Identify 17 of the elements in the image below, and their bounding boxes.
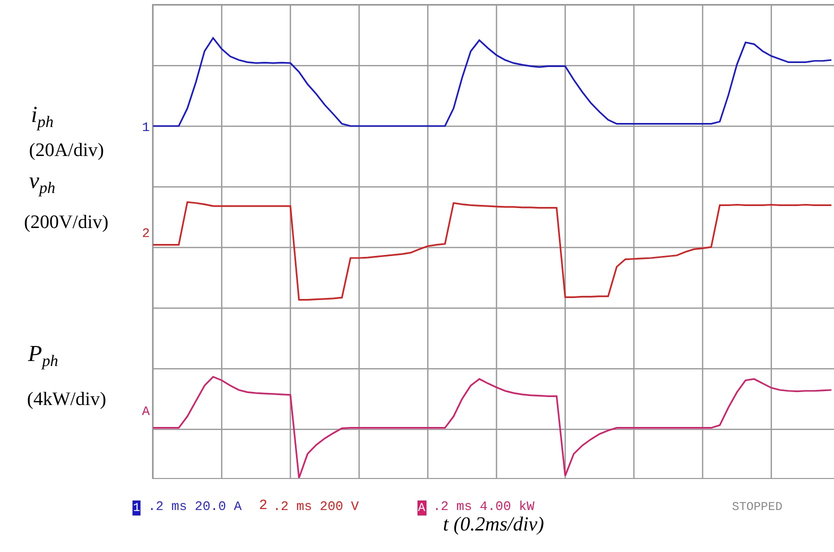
text: P$_{ph}$ [27, 341, 58, 370]
text: i$_{ph}$ [31, 102, 54, 131]
x-axis-title: t (0.2ms/div) [442, 514, 544, 536]
text: 2 [259, 498, 268, 514]
text: A [142, 404, 150, 419]
text: 1 [133, 501, 140, 515]
text: .2 ms 200 V [273, 499, 360, 514]
text: A [418, 501, 426, 515]
text: (4kW/div) [27, 389, 106, 410]
text: STOPPED [732, 500, 782, 514]
text: v$_{ph}$ [29, 168, 56, 197]
text: 1 [142, 120, 150, 135]
text: 2 [142, 226, 150, 241]
text: .2 ms 20.0 A [148, 499, 242, 514]
text: .2 ms 4.00 kW [433, 499, 535, 514]
text: (200V/div) [24, 212, 108, 233]
text: (20A/div) [29, 140, 104, 161]
